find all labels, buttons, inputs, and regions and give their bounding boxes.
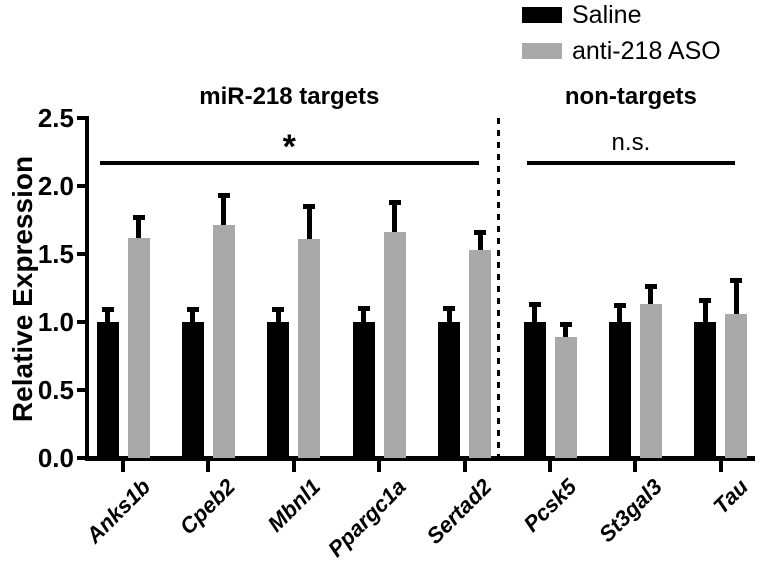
bar-saline-mbnl1 xyxy=(267,322,290,458)
error-bar-stem xyxy=(275,307,281,322)
error-bar-cap xyxy=(443,305,456,311)
separator-dashed-line xyxy=(497,118,501,458)
x-axis-label-ppargc1a: Ppargc1a xyxy=(323,474,411,562)
bar-saline-st3gal3 xyxy=(608,322,631,458)
x-tick-mark xyxy=(548,461,552,472)
x-axis-label-cpeb2: Cpeb2 xyxy=(174,474,241,540)
legend-item-saline: Saline xyxy=(522,0,721,30)
x-axis-label-sertad2: Sertad2 xyxy=(421,474,497,549)
section-title-mir-218-targets: miR-218 targets xyxy=(199,83,380,110)
error-bar-cap xyxy=(272,307,285,313)
y-tick-mark xyxy=(77,252,85,256)
bar-anti-218-aso-cpeb2 xyxy=(212,225,235,458)
significance-line-non-targets xyxy=(527,161,735,165)
error-bar-cap xyxy=(186,307,199,313)
error-bar-stem xyxy=(136,214,141,238)
x-axis-label-tau: Tau xyxy=(707,474,753,519)
legend: Saline anti-218 ASO xyxy=(522,0,721,72)
legend-swatch-saline xyxy=(522,7,562,23)
y-tick-label: 2.5 xyxy=(37,103,74,133)
error-bar-cap xyxy=(644,283,657,289)
error-bar-cap xyxy=(528,301,541,307)
significance-annotation-non-targets: n.s. xyxy=(611,129,651,156)
significance-annotation-mir-218-targets: * xyxy=(282,128,296,166)
bar-saline-cpeb2 xyxy=(181,322,204,458)
y-axis-line xyxy=(85,116,89,461)
bar-anti-218-aso-st3gal3 xyxy=(639,304,662,458)
x-tick-mark xyxy=(121,461,125,472)
x-tick-mark xyxy=(633,461,638,472)
error-bar-stem xyxy=(733,278,739,314)
x-axis-label-pcsk5: Pcsk5 xyxy=(519,474,582,537)
x-tick-mark xyxy=(291,461,296,472)
error-bar-cap xyxy=(730,278,743,284)
y-tick-mark xyxy=(77,388,85,392)
section-title-non-targets: non-targets xyxy=(564,83,697,110)
bar-anti-218-aso-mbnl1 xyxy=(298,239,321,458)
error-bar-stem xyxy=(446,305,452,322)
error-bar-cap xyxy=(357,305,370,311)
bar-anti-218-aso-sertad2 xyxy=(469,249,492,458)
bar-anti-218-aso-anks1b xyxy=(127,237,150,458)
bar-saline-tau xyxy=(694,322,717,458)
x-tick-mark xyxy=(206,461,211,472)
y-tick-mark xyxy=(77,184,85,188)
legend-item-anti-218-aso: anti-218 ASO xyxy=(522,36,721,66)
error-bar-cap xyxy=(699,297,712,303)
error-bar-stem xyxy=(105,307,110,322)
error-bar-cap xyxy=(388,199,401,205)
x-axis-label-st3gal3: St3gal3 xyxy=(594,474,668,548)
bar-saline-pcsk5 xyxy=(523,322,546,458)
bar-anti-218-aso-pcsk5 xyxy=(554,336,577,458)
error-bar-stem xyxy=(306,203,312,240)
bar-anti-218-aso-ppargc1a xyxy=(383,232,406,458)
y-tick-mark xyxy=(77,116,85,120)
error-bar-stem xyxy=(477,229,483,250)
error-bar-stem xyxy=(190,307,196,322)
error-bar-stem xyxy=(532,301,537,322)
legend-label-saline: Saline xyxy=(572,0,642,29)
x-axis-label-anks1b: Anks1b xyxy=(80,474,155,548)
error-bar-cap xyxy=(559,322,572,327)
x-tick-mark xyxy=(462,461,467,472)
x-tick-mark xyxy=(377,461,382,472)
x-axis-line xyxy=(85,456,755,461)
error-bar-stem xyxy=(361,305,367,322)
y-tick-mark xyxy=(77,456,85,460)
y-tick-mark xyxy=(77,320,85,324)
y-tick-label: 1.0 xyxy=(37,307,74,337)
error-bar-stem xyxy=(648,283,654,305)
bar-saline-anks1b xyxy=(96,322,119,458)
y-tick-label: 0.5 xyxy=(37,375,74,405)
x-tick-mark xyxy=(718,461,723,472)
y-tick-label: 2.0 xyxy=(37,171,74,201)
error-bar-cap xyxy=(132,214,145,220)
bar-anti-218-aso-tau xyxy=(725,313,748,458)
error-bar-stem xyxy=(392,199,398,233)
error-bar-stem xyxy=(617,302,623,322)
bar-saline-sertad2 xyxy=(438,322,461,458)
y-tick-label: 1.5 xyxy=(37,239,74,269)
bar-saline-ppargc1a xyxy=(352,322,375,458)
error-bar-cap xyxy=(613,302,626,308)
significance-line-mir-218-targets xyxy=(100,161,479,165)
error-bar-stem xyxy=(563,322,568,337)
x-axis-label-mbnl1: Mbnl1 xyxy=(262,474,326,537)
legend-label-anti-218-aso: anti-218 ASO xyxy=(572,36,721,65)
y-tick-label: 0.0 xyxy=(37,443,74,473)
error-bar-cap xyxy=(101,307,114,313)
error-bar-stem xyxy=(221,192,227,226)
error-bar-cap xyxy=(217,192,230,198)
error-bar-cap xyxy=(474,229,487,235)
error-bar-cap xyxy=(303,203,316,209)
error-bar-stem xyxy=(702,297,708,322)
legend-swatch-anti-218-aso xyxy=(522,43,562,59)
